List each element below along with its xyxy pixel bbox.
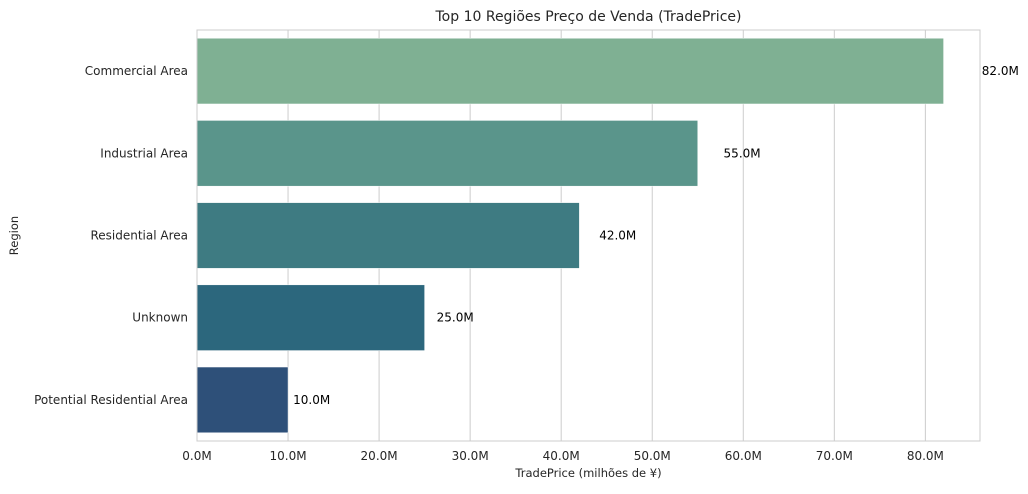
- bar: [196, 284, 425, 351]
- x-tick-label: 40.0M: [543, 449, 580, 463]
- x-tick-label: 10.0M: [270, 449, 307, 463]
- bar-value-label: 55.0M: [724, 146, 761, 160]
- bar-value-label: 82.0M: [982, 64, 1019, 78]
- bar: [196, 37, 944, 105]
- y-axis-tick-labels: Commercial Area Industrial Area Residentia…: [34, 64, 188, 407]
- x-tick-label: 80.0M: [907, 449, 944, 463]
- x-tick-label: 30.0M: [452, 449, 489, 463]
- chart-title: Top 10 Regiões Preço de Venda (TradePric…: [435, 9, 742, 25]
- y-tick-label: Industrial Area: [100, 146, 188, 160]
- y-tick-label: Residential Area: [90, 229, 188, 243]
- bars: [196, 37, 944, 434]
- y-axis-label: Region: [7, 216, 21, 255]
- y-tick-label: Unknown: [132, 311, 188, 325]
- plot-frame: [196, 29, 981, 442]
- x-tick-label: 20.0M: [361, 449, 398, 463]
- data-labels: 82.0M 55.0M 42.0M 25.0M 10.0M: [293, 64, 1019, 407]
- bar: [196, 202, 580, 269]
- y-tick-label: Commercial Area: [85, 64, 188, 78]
- x-tick-label: 50.0M: [634, 449, 671, 463]
- x-tick-label: 0.0M: [182, 449, 211, 463]
- bar-value-label: 42.0M: [599, 229, 636, 243]
- bar: [196, 366, 289, 434]
- bar-value-label: 10.0M: [293, 393, 330, 407]
- bar: [196, 120, 699, 187]
- x-tick-label: 60.0M: [725, 449, 762, 463]
- x-axis-tick-labels: 0.0M 10.0M 20.0M 30.0M 40.0M 50.0M 60.0M 70.0M 8…: [182, 449, 944, 463]
- bar-value-label: 25.0M: [437, 311, 474, 325]
- x-axis-label: TradePrice (milhões de ¥): [514, 466, 661, 480]
- y-tick-label: Potential Residential Area: [34, 393, 188, 407]
- x-tick-label: 70.0M: [816, 449, 853, 463]
